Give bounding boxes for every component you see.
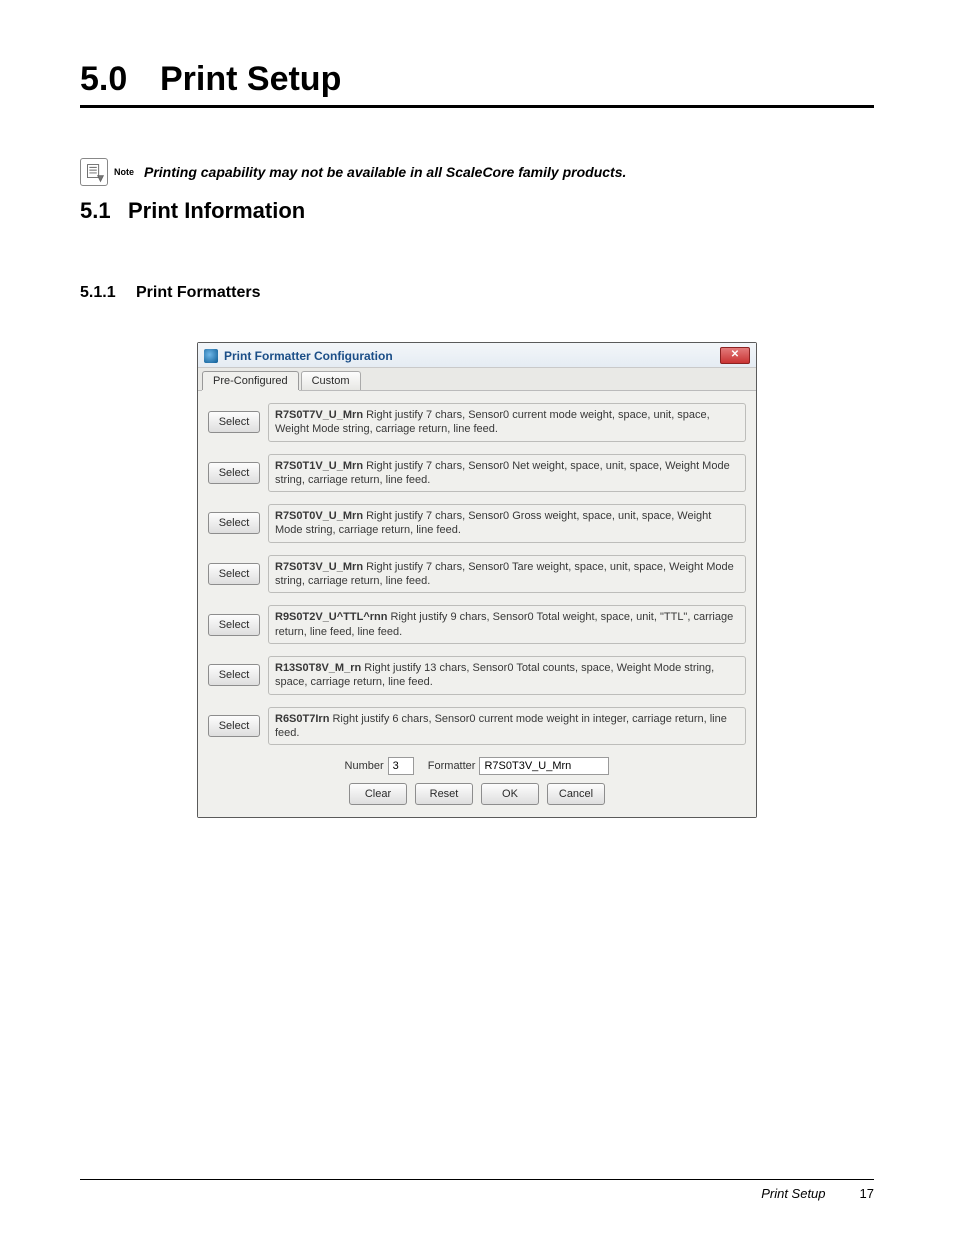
formatter-label: Formatter (428, 760, 476, 772)
note-icon (80, 158, 108, 186)
print-formatter-dialog: Print Formatter Configuration ✕ Pre-Conf… (197, 342, 757, 818)
subsection-title: Print Formatters (136, 284, 260, 301)
formatter-row: Select R9S0T2V_U^TTL^rnn Right justify 9… (208, 605, 746, 644)
close-icon: ✕ (731, 349, 739, 360)
formatter-code: R9S0T2V_U^TTL^rnn (275, 611, 387, 623)
formatter-code: R6S0T7Irn (275, 713, 329, 725)
formatter-row: Select R7S0T0V_U_Mrn Right justify 7 cha… (208, 504, 746, 543)
number-input[interactable] (388, 757, 414, 775)
select-button[interactable]: Select (208, 462, 260, 484)
formatter-text: Right justify 6 chars, Sensor0 current m… (275, 713, 727, 739)
app-icon (204, 349, 218, 363)
cancel-button[interactable]: Cancel (547, 783, 605, 805)
note-row: Note Printing capability may not be avai… (80, 158, 874, 186)
formatter-desc: R7S0T3V_U_Mrn Right justify 7 chars, Sen… (268, 555, 746, 594)
note-text: Printing capability may not be available… (144, 164, 626, 180)
titlebar: Print Formatter Configuration ✕ (198, 343, 756, 368)
formatter-code: R13S0T8V_M_rn (275, 662, 361, 674)
select-button[interactable]: Select (208, 614, 260, 636)
formatter-code: R7S0T3V_U_Mrn (275, 561, 363, 573)
formatter-desc: R7S0T7V_U_Mrn Right justify 7 chars, Sen… (268, 403, 746, 442)
section-number: 5.1 (80, 198, 128, 224)
subsection-heading: 5.1.1Print Formatters (80, 284, 874, 302)
number-label: Number (345, 760, 384, 772)
select-button[interactable]: Select (208, 411, 260, 433)
chapter-heading: 5.0Print Setup (80, 60, 874, 108)
formatter-row: Select R13S0T8V_M_rn Right justify 13 ch… (208, 656, 746, 695)
formatter-code: R7S0T0V_U_Mrn (275, 510, 363, 522)
tab-preconfigured[interactable]: Pre-Configured (202, 371, 299, 390)
formatter-row: Select R7S0T1V_U_Mrn Right justify 7 cha… (208, 454, 746, 493)
section-title: Print Information (128, 198, 305, 223)
ok-button[interactable]: OK (481, 783, 539, 805)
tabbar: Pre-Configured Custom (198, 368, 756, 391)
close-button[interactable]: ✕ (720, 347, 750, 364)
section-heading: 5.1Print Information (80, 198, 874, 224)
tab-custom[interactable]: Custom (301, 371, 361, 390)
select-button[interactable]: Select (208, 512, 260, 534)
formatter-code: R7S0T1V_U_Mrn (275, 460, 363, 472)
formatter-desc: R9S0T2V_U^TTL^rnn Right justify 9 chars,… (268, 605, 746, 644)
select-button[interactable]: Select (208, 563, 260, 585)
fields-row: Number Formatter (208, 757, 746, 775)
select-button[interactable]: Select (208, 664, 260, 686)
select-button[interactable]: Select (208, 715, 260, 737)
footer-page: 17 (860, 1186, 874, 1201)
dialog-title: Print Formatter Configuration (224, 349, 393, 363)
formatter-desc: R7S0T0V_U_Mrn Right justify 7 chars, Sen… (268, 504, 746, 543)
page-footer: Print Setup 17 (80, 1179, 874, 1201)
formatter-desc: R7S0T1V_U_Mrn Right justify 7 chars, Sen… (268, 454, 746, 493)
clear-button[interactable]: Clear (349, 783, 407, 805)
chapter-number: 5.0 (80, 60, 160, 99)
formatter-desc: R13S0T8V_M_rn Right justify 13 chars, Se… (268, 656, 746, 695)
note-label: Note (114, 167, 134, 177)
formatter-code: R7S0T7V_U_Mrn (275, 409, 363, 421)
action-row: Clear Reset OK Cancel (208, 783, 746, 807)
formatter-desc: R6S0T7Irn Right justify 6 chars, Sensor0… (268, 707, 746, 746)
chapter-title: Print Setup (160, 60, 341, 98)
formatter-row: Select R7S0T3V_U_Mrn Right justify 7 cha… (208, 555, 746, 594)
footer-title: Print Setup (761, 1186, 825, 1201)
formatter-row: Select R6S0T7Irn Right justify 6 chars, … (208, 707, 746, 746)
formatter-input[interactable] (479, 757, 609, 775)
formatter-row: Select R7S0T7V_U_Mrn Right justify 7 cha… (208, 403, 746, 442)
reset-button[interactable]: Reset (415, 783, 473, 805)
tab-content: Select R7S0T7V_U_Mrn Right justify 7 cha… (198, 391, 756, 817)
subsection-number: 5.1.1 (80, 284, 136, 302)
